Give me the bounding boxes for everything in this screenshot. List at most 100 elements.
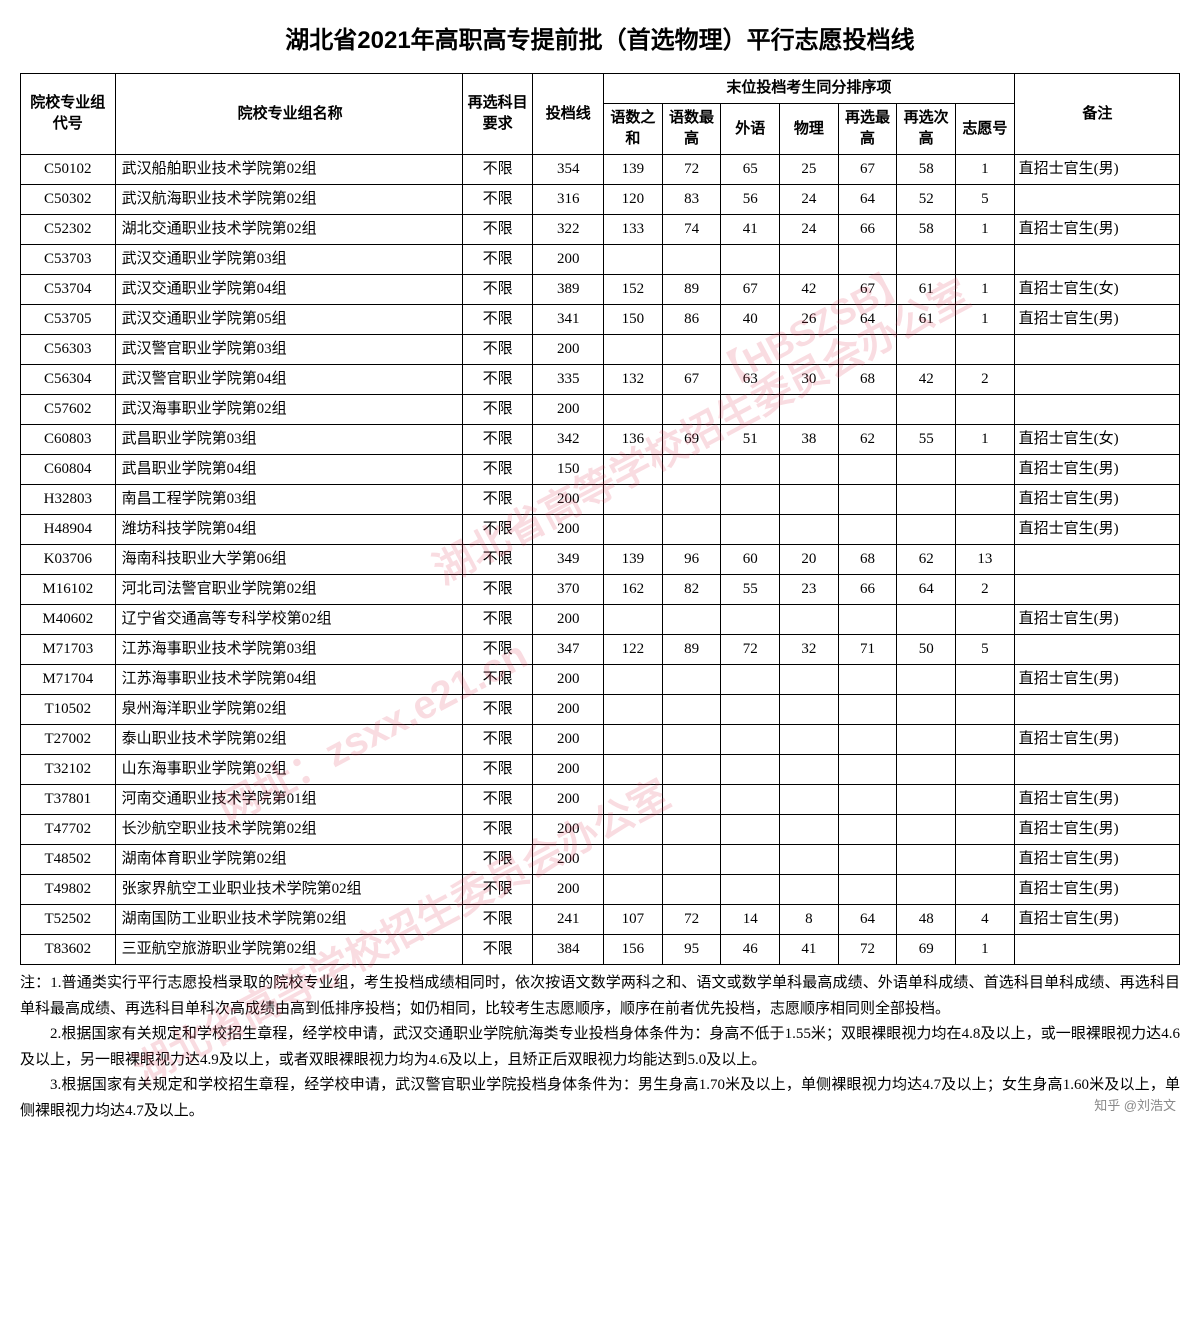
cell-name: 湖北交通职业技术学院第02组 bbox=[115, 215, 462, 245]
cell-name: 泉州海洋职业学院第02组 bbox=[115, 695, 462, 725]
header-sub6: 再选次高 bbox=[897, 104, 956, 155]
cell-s4: 8 bbox=[780, 905, 839, 935]
cell-code: T48502 bbox=[21, 845, 116, 875]
cell-s3: 72 bbox=[721, 635, 780, 665]
cell-name: 武汉警官职业学院第04组 bbox=[115, 365, 462, 395]
cell-s2: 95 bbox=[662, 935, 721, 965]
cell-s3 bbox=[721, 395, 780, 425]
cell-s7 bbox=[956, 515, 1015, 545]
header-score: 投档线 bbox=[533, 74, 604, 155]
cell-req: 不限 bbox=[462, 815, 533, 845]
cell-s5 bbox=[838, 485, 897, 515]
cell-score: 316 bbox=[533, 185, 604, 215]
cell-s6 bbox=[897, 455, 956, 485]
cell-s1: 152 bbox=[604, 275, 663, 305]
cell-score: 370 bbox=[533, 575, 604, 605]
cell-code: H32803 bbox=[21, 485, 116, 515]
cell-score: 200 bbox=[533, 335, 604, 365]
cell-note bbox=[1014, 935, 1179, 965]
table-row: C52302湖北交通职业技术学院第02组不限32213374412466581直… bbox=[21, 215, 1180, 245]
cell-s2 bbox=[662, 605, 721, 635]
cell-req: 不限 bbox=[462, 335, 533, 365]
cell-name: 长沙航空职业技术学院第02组 bbox=[115, 815, 462, 845]
cell-note: 直招士官生(男) bbox=[1014, 485, 1179, 515]
table-row: C56303武汉警官职业学院第03组不限200 bbox=[21, 335, 1180, 365]
cell-s1: 120 bbox=[604, 185, 663, 215]
cell-s5: 64 bbox=[838, 905, 897, 935]
table-row: K03706海南科技职业大学第06组不限349139966020686213 bbox=[21, 545, 1180, 575]
cell-s7 bbox=[956, 335, 1015, 365]
cell-s6: 62 bbox=[897, 545, 956, 575]
cell-s3 bbox=[721, 755, 780, 785]
cell-s1 bbox=[604, 815, 663, 845]
cell-s1 bbox=[604, 605, 663, 635]
cell-s6 bbox=[897, 515, 956, 545]
cell-req: 不限 bbox=[462, 365, 533, 395]
cell-req: 不限 bbox=[462, 875, 533, 905]
cell-s5 bbox=[838, 395, 897, 425]
cell-score: 200 bbox=[533, 695, 604, 725]
cell-s2 bbox=[662, 815, 721, 845]
cell-note bbox=[1014, 635, 1179, 665]
cell-s1 bbox=[604, 665, 663, 695]
table-row: C53704武汉交通职业学院第04组不限38915289674267611直招士… bbox=[21, 275, 1180, 305]
cell-s4 bbox=[780, 455, 839, 485]
cell-name: 武汉海事职业学院第02组 bbox=[115, 395, 462, 425]
cell-s1 bbox=[604, 695, 663, 725]
cell-s1 bbox=[604, 515, 663, 545]
cell-s2 bbox=[662, 245, 721, 275]
footnote-1: 注：1.普通类实行平行志愿投档录取的院校专业组，考生投档成绩相同时，依次按语文数… bbox=[20, 971, 1180, 1022]
cell-s1: 133 bbox=[604, 215, 663, 245]
header-sub1: 语数之和 bbox=[604, 104, 663, 155]
cell-code: C60803 bbox=[21, 425, 116, 455]
cell-name: 南昌工程学院第03组 bbox=[115, 485, 462, 515]
cell-code: C50102 bbox=[21, 155, 116, 185]
cell-note: 直招士官生(男) bbox=[1014, 215, 1179, 245]
cell-score: 200 bbox=[533, 665, 604, 695]
cell-s7 bbox=[956, 755, 1015, 785]
cell-note: 直招士官生(女) bbox=[1014, 275, 1179, 305]
footnote-3: 3.根据国家有关规定和学校招生章程，经学校申请，武汉警官职业学院投档身体条件为：… bbox=[20, 1073, 1180, 1124]
cell-s7 bbox=[956, 665, 1015, 695]
cell-s6 bbox=[897, 665, 956, 695]
cell-s6: 61 bbox=[897, 305, 956, 335]
table-row: M16102河北司法警官职业学院第02组不限37016282552366642 bbox=[21, 575, 1180, 605]
table-row: C53705武汉交通职业学院第05组不限34115086402664611直招士… bbox=[21, 305, 1180, 335]
header-sub3: 外语 bbox=[721, 104, 780, 155]
cell-code: M71703 bbox=[21, 635, 116, 665]
cell-s3: 63 bbox=[721, 365, 780, 395]
table-row: H48904潍坊科技学院第04组不限200直招士官生(男) bbox=[21, 515, 1180, 545]
cell-s5 bbox=[838, 335, 897, 365]
cell-s2: 89 bbox=[662, 275, 721, 305]
cell-note: 直招士官生(男) bbox=[1014, 845, 1179, 875]
table-row: T48502湖南体育职业学院第02组不限200直招士官生(男) bbox=[21, 845, 1180, 875]
cell-s1: 139 bbox=[604, 545, 663, 575]
cell-s4 bbox=[780, 815, 839, 845]
cell-note: 直招士官生(男) bbox=[1014, 785, 1179, 815]
cell-req: 不限 bbox=[462, 155, 533, 185]
cell-s5 bbox=[838, 785, 897, 815]
cell-s7 bbox=[956, 455, 1015, 485]
cell-code: T37801 bbox=[21, 785, 116, 815]
cell-note: 直招士官生(男) bbox=[1014, 455, 1179, 485]
cell-req: 不限 bbox=[462, 575, 533, 605]
cell-s3: 40 bbox=[721, 305, 780, 335]
cell-s3 bbox=[721, 515, 780, 545]
cell-s4 bbox=[780, 725, 839, 755]
cell-s6: 58 bbox=[897, 155, 956, 185]
cell-s3: 41 bbox=[721, 215, 780, 245]
header-sub2: 语数最高 bbox=[662, 104, 721, 155]
cell-s2 bbox=[662, 755, 721, 785]
footnote-2: 2.根据国家有关规定和学校招生章程，经学校申请，武汉交通职业学院航海类专业投档身… bbox=[20, 1022, 1180, 1073]
cell-s1 bbox=[604, 725, 663, 755]
cell-s6 bbox=[897, 605, 956, 635]
cell-s3 bbox=[721, 605, 780, 635]
cell-s6 bbox=[897, 245, 956, 275]
cell-s6: 42 bbox=[897, 365, 956, 395]
cell-s2: 83 bbox=[662, 185, 721, 215]
cell-s4 bbox=[780, 395, 839, 425]
cell-code: C53704 bbox=[21, 275, 116, 305]
cell-s5 bbox=[838, 875, 897, 905]
cell-name: 辽宁省交通高等专科学校第02组 bbox=[115, 605, 462, 635]
cell-note bbox=[1014, 575, 1179, 605]
